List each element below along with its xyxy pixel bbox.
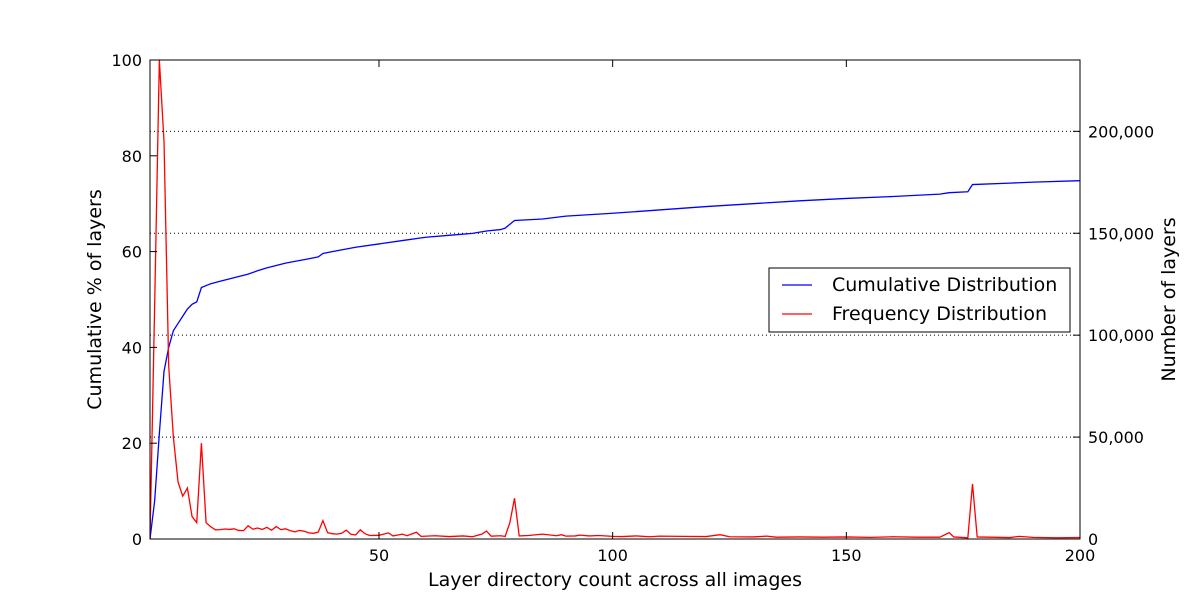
y-axis-left-label: Cumulative % of layers xyxy=(84,189,106,410)
y-left-tick-label: 20 xyxy=(122,434,142,453)
legend-label-cumulative: Cumulative Distribution xyxy=(832,274,1057,296)
plot-frame xyxy=(149,59,1081,540)
legend-box xyxy=(768,267,1071,333)
y-left-tick-label: 80 xyxy=(122,147,142,166)
y-left-tick-label: 100 xyxy=(111,51,142,70)
series-line-frequency xyxy=(150,60,1080,539)
plot-lines xyxy=(150,60,1080,539)
series-line-cumulative xyxy=(150,180,1080,539)
gridlines xyxy=(150,130,1080,438)
y-left-tick-label: 0 xyxy=(132,530,142,549)
x-tick-label: 150 xyxy=(831,546,862,565)
y-right-tick-label: 50,000 xyxy=(1088,428,1144,447)
y-right-tick-label: 100,000 xyxy=(1088,326,1154,345)
y-right-tick-label: 150,000 xyxy=(1088,224,1154,243)
x-tick-label: 50 xyxy=(369,546,389,565)
axis-ticks: 50 100 150 200020406080100050,000100,000150… xyxy=(111,51,1154,565)
y-right-tick-label: 0 xyxy=(1088,530,1098,549)
y-left-tick-label: 40 xyxy=(122,338,142,357)
y-left-tick-label: 60 xyxy=(122,243,142,262)
x-tick-label: 200 xyxy=(1065,546,1096,565)
legend-label-frequency: Frequency Distribution xyxy=(832,303,1047,325)
y-right-tick-label: 200,000 xyxy=(1088,122,1154,141)
legend: Cumulative Distribution Frequency Distri… xyxy=(768,267,1071,333)
x-tick-label: 100 xyxy=(597,546,628,565)
y-axis-right-label: Number of layers xyxy=(1158,217,1180,381)
x-axis-label: Layer directory count across all images xyxy=(428,569,802,591)
